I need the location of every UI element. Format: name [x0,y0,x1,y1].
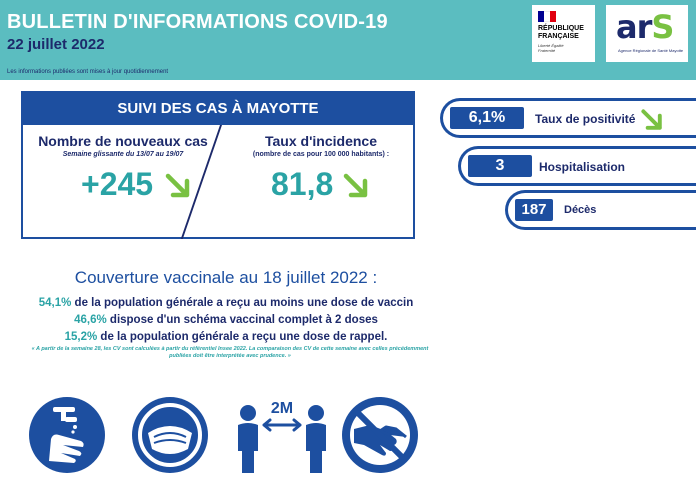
positivity-label: Taux de positivité [535,112,636,126]
ars-subtitle: Agence Régionale de Santé Mayotte [618,48,684,53]
vaccination-note: « A partir de la semaine 28, les CV sont… [31,346,429,359]
rf-line1: RÉPUBLIQUE [538,25,584,32]
ars-logo: arS Agence Régionale de Santé Mayotte [606,5,688,62]
header-banner: BULLETIN D'INFORMATIONS COVID-19 22 juil… [0,0,696,80]
positivity-indicator: 6,1% Taux de positivité [440,98,696,138]
new-cases-title: Nombre de nouveaux cas [38,133,208,149]
arrow-down-right-icon [641,109,662,130]
republique-francaise-logo: RÉPUBLIQUE FRANÇAISE Liberté Égalité Fra… [532,5,595,62]
cases-box-heading: SUIVI DES CAS À MAYOTTE [23,93,413,125]
incidence-title: Taux d'incidence [265,133,377,149]
hospitalisation-label: Hospitalisation [539,160,626,174]
no-handshake-icon [342,397,418,473]
arrow-down-right-icon [343,173,368,198]
incidence-subtitle: (nombre de cas pour 100 000 habitants) : [252,151,390,158]
arrow-down-right-icon [165,173,190,198]
vaccination-line-first-dose: 54,1% de la population générale a reçu a… [38,297,414,309]
new-cases-column: Nombre de nouveaux cas Semaine glissante… [25,133,221,158]
rf-motto: Liberté Égalité Fraternité [538,43,564,53]
hospitalisation-value: 3 [468,155,532,177]
vaccination-line-booster: 15,2% de la population générale a reçu u… [64,331,388,343]
rf-line2: FRANÇAISE [538,33,579,40]
positivity-value: 6,1% [450,107,524,129]
new-cases-value: +245 [81,166,154,202]
distance-label: 2M [271,400,293,417]
deces-indicator: 187 Décès [505,190,696,230]
cases-box: SUIVI DES CAS À MAYOTTE Nombre de nouvea… [21,91,415,239]
bulletin-title: BULLETIN D'INFORMATIONS COVID-19 [7,11,388,33]
hand-washing-icon [29,397,105,473]
hospitalisation-indicator: 3 Hospitalisation [458,146,696,186]
french-flag-icon [538,11,556,22]
incidence-column: Taux d'incidence (nombre de cas pour 100… [231,133,411,158]
vaccination-line-complete: 46,6% dispose d'un schéma vaccinal compl… [74,314,378,326]
deces-label: Décès [564,204,597,216]
deces-value: 187 [515,199,553,221]
bulletin-date: 22 juillet 2022 [7,36,105,53]
social-distance-icon: 2M [238,400,326,473]
update-note: Les informations publiées sont mises à j… [7,69,169,75]
incidence-value: 81,8 [271,166,334,202]
ars-logo-text: arS [616,8,674,46]
new-cases-subtitle: Semaine glissante du 13/07 au 19/07 [62,151,184,158]
face-mask-icon [132,397,208,473]
vaccination-title: Couverture vaccinale au 18 juillet 2022 … [74,268,378,287]
